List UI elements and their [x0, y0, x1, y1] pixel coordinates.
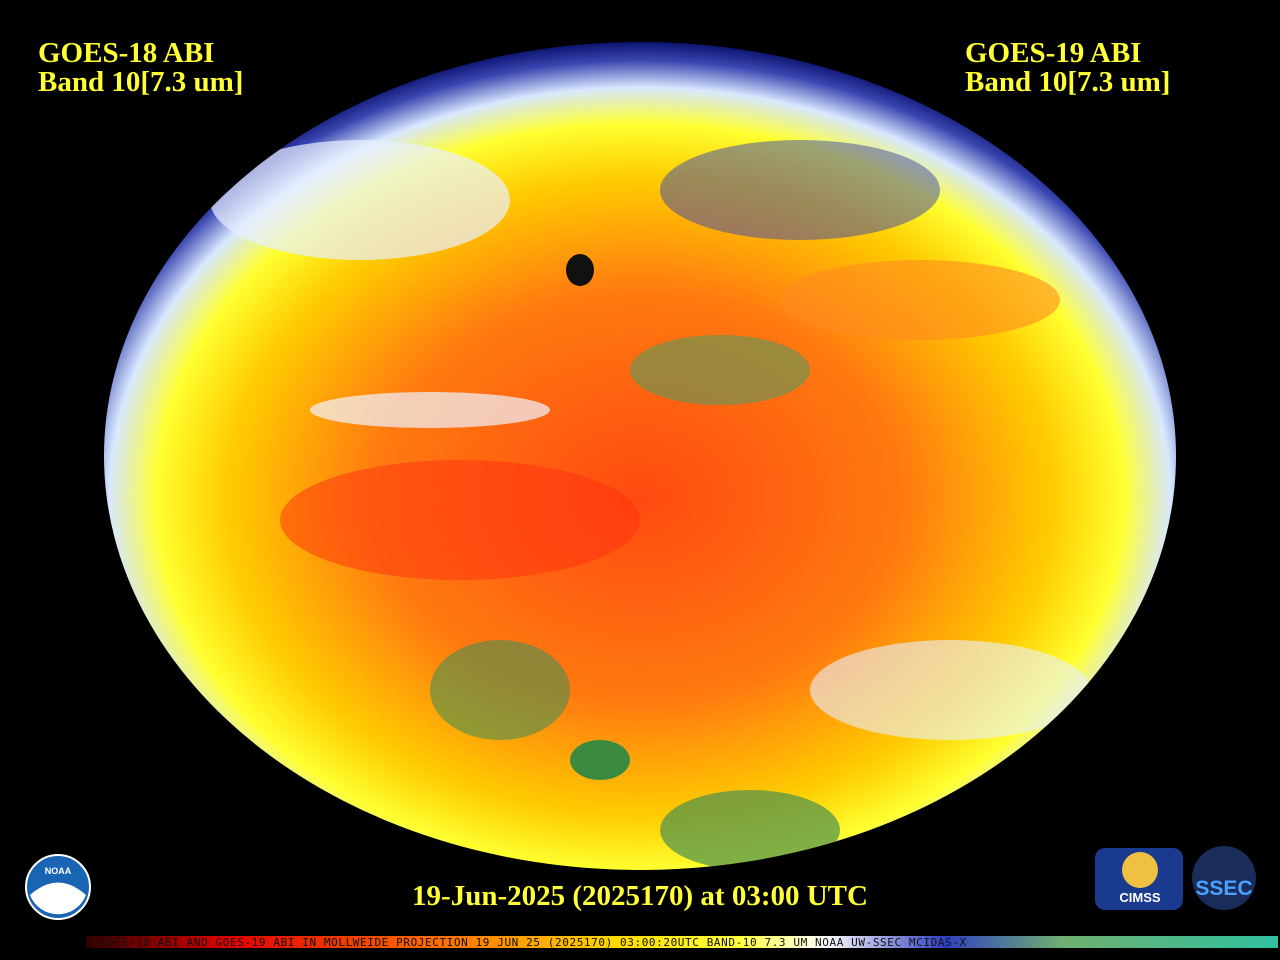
ssec-logo: SSEC	[1192, 846, 1256, 910]
timestamp: 19-Jun-2025 (2025170) at 03:00 UTC	[412, 880, 868, 912]
ssec-text: SSEC	[1195, 877, 1252, 900]
left-band: Band 10[7.3 um]	[38, 66, 243, 98]
right-band: Band 10[7.3 um]	[965, 66, 1170, 98]
noaa-logo: NOAA	[25, 854, 91, 920]
right-satellite: GOES-19 ABI	[965, 37, 1141, 69]
colorbar-caption: GOES-18 ABI AND GOES-19 ABI IN MOLLWEIDE…	[100, 936, 967, 949]
colorbar	[86, 936, 1278, 948]
cloud-features	[210, 140, 1090, 870]
noaa-text: NOAA	[45, 866, 72, 876]
cimss-logo: CIMSS	[1095, 848, 1183, 910]
cimss-text: CIMSS	[1119, 890, 1161, 905]
left-satellite: GOES-18 ABI	[38, 37, 214, 69]
